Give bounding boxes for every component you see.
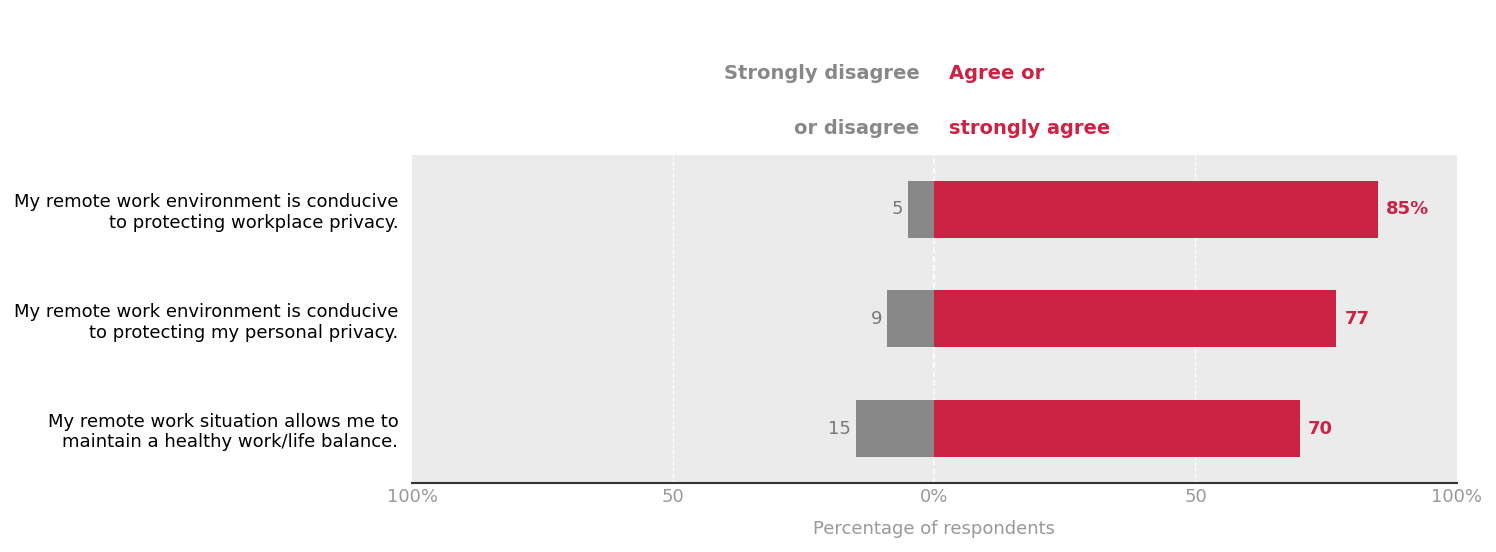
Text: 85%: 85% bbox=[1387, 200, 1429, 219]
Bar bbox=[935, 290, 1336, 347]
X-axis label: Percentage of respondents: Percentage of respondents bbox=[814, 520, 1055, 538]
Text: 15: 15 bbox=[827, 420, 851, 438]
Bar bbox=[935, 181, 1378, 238]
Bar bbox=[908, 181, 935, 238]
Text: 5: 5 bbox=[892, 200, 904, 219]
Text: or disagree: or disagree bbox=[794, 119, 920, 138]
Bar bbox=[935, 400, 1300, 457]
Text: 70: 70 bbox=[1308, 420, 1333, 438]
Bar bbox=[887, 290, 935, 347]
Text: 9: 9 bbox=[871, 310, 883, 328]
Text: strongly agree: strongly agree bbox=[950, 119, 1110, 138]
Text: Agree or: Agree or bbox=[950, 64, 1044, 83]
Text: 77: 77 bbox=[1345, 310, 1369, 328]
Bar bbox=[856, 400, 935, 457]
Text: Strongly disagree: Strongly disagree bbox=[724, 64, 920, 83]
